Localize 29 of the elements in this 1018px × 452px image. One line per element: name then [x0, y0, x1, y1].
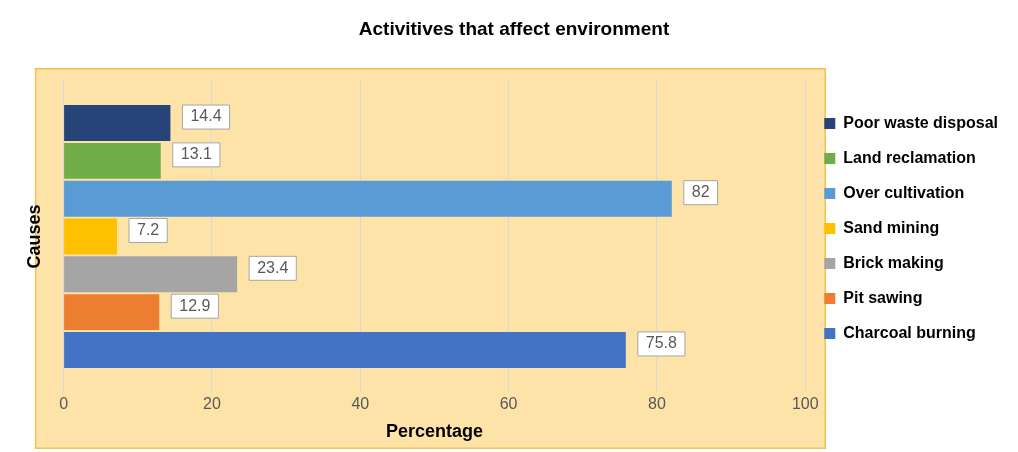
- legend-label: Brick making: [843, 253, 944, 271]
- bar: [64, 105, 171, 142]
- bar: [64, 180, 672, 217]
- legend-label: Poor waste disposal: [843, 113, 999, 131]
- data-label: 12.9: [179, 296, 211, 314]
- x-axis-title: Percentage: [385, 421, 483, 442]
- x-tick-label: 40: [351, 395, 370, 413]
- bar: [64, 331, 626, 368]
- data-label: 14.4: [190, 107, 222, 125]
- data-label: 13.1: [180, 145, 212, 163]
- legend-label: Pit sawing: [843, 288, 923, 306]
- data-label: 7.2: [137, 220, 160, 238]
- x-tick-label: 0: [59, 395, 69, 413]
- x-tick-label: 60: [499, 395, 518, 413]
- bar: [64, 142, 161, 179]
- data-label: 75.8: [645, 334, 678, 352]
- legend-label: Over cultivation: [843, 183, 965, 201]
- legend-label: Land reclamation: [843, 148, 976, 166]
- y-axis-title: Causes: [23, 204, 44, 269]
- x-tick-label: 100: [791, 395, 819, 413]
- data-label: 23.4: [257, 258, 289, 276]
- legend-label: Sand mining: [843, 218, 940, 236]
- data-label: 82: [691, 183, 710, 201]
- bar: [64, 294, 160, 331]
- x-tick-label: 20: [203, 395, 221, 413]
- bar: [64, 218, 117, 255]
- legend-label: Charcoal burning: [843, 323, 976, 341]
- chart-title: Activitives that affect environment: [358, 17, 670, 39]
- x-tick-label: 80: [648, 395, 666, 413]
